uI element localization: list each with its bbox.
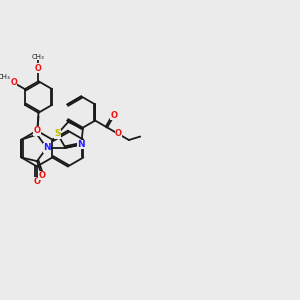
Text: O: O (115, 129, 122, 138)
Text: O: O (10, 78, 17, 87)
Text: CH₃: CH₃ (0, 74, 11, 80)
Text: N: N (43, 143, 50, 152)
Text: O: O (38, 171, 45, 180)
Text: O: O (35, 64, 42, 73)
Text: O: O (111, 111, 118, 120)
Text: O: O (33, 126, 40, 135)
Text: S: S (54, 129, 61, 138)
Text: CH₃: CH₃ (32, 54, 45, 60)
Text: O: O (33, 177, 40, 186)
Text: N: N (77, 140, 85, 149)
